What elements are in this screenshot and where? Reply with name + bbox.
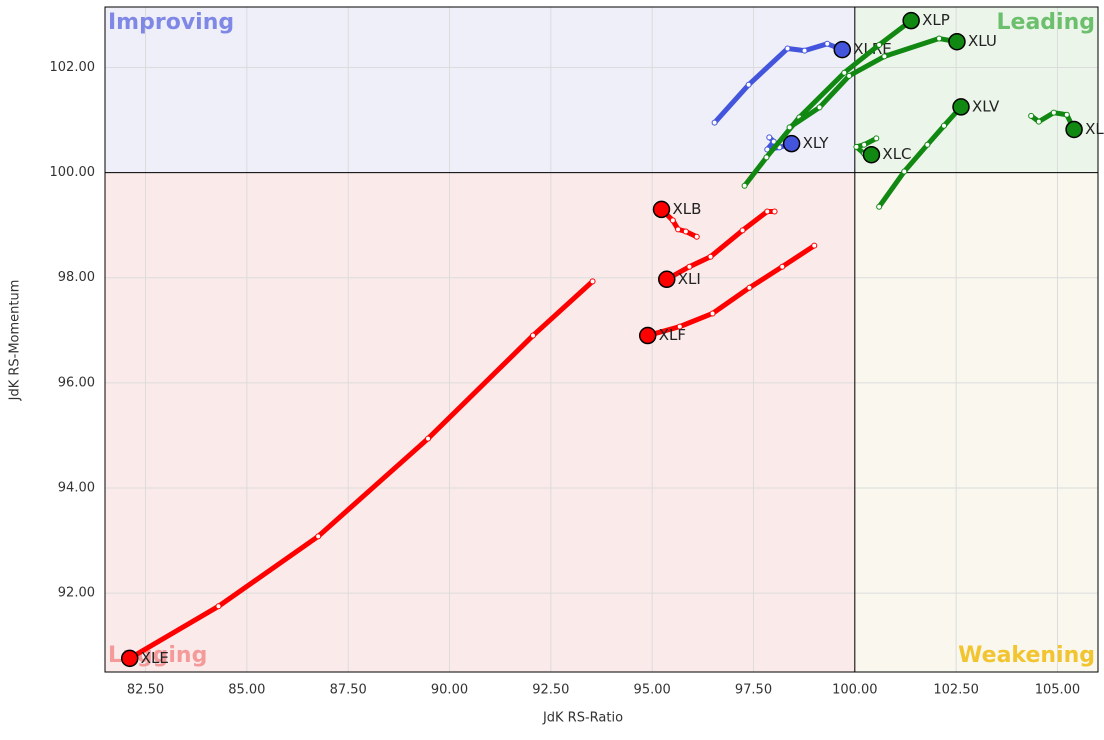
series-label: XLC [882,145,911,163]
quadrant-label: Weakening [958,643,1095,668]
trail-point [846,72,853,79]
trail-point [741,182,748,189]
trail-point [940,122,947,129]
trail-point [746,284,753,291]
trail-point [924,141,931,148]
trail-point [766,134,773,141]
y-tick-label: 92.00 [58,586,95,601]
trail-point [824,40,831,47]
trail-point [1028,112,1035,119]
trail [127,278,596,661]
trail-point [881,53,888,60]
series-label: XLP [922,11,950,29]
trail-point [771,208,778,215]
x-tick-label: 82.50 [127,683,164,698]
head-marker [658,270,676,289]
head-marker [948,32,966,51]
trail [645,243,817,339]
x-tick-label: 95.00 [634,683,671,698]
trail-point [861,141,868,148]
trail-point [763,154,770,161]
trail-point [841,69,848,76]
trail-point [764,208,771,215]
x-tick-label: 100.00 [832,683,878,698]
x-tick-label: 92.50 [532,683,569,698]
y-tick-label: 94.00 [58,481,95,496]
trail-point [669,217,676,224]
trail-point [873,135,880,142]
trail [787,36,960,130]
head-marker [902,11,920,30]
trail-point [686,263,693,270]
head-marker [638,326,657,345]
trail-point [936,35,943,42]
quadrant [854,172,1098,672]
x-tick-label: 102.50 [933,683,979,698]
series-label: XLB [672,200,701,218]
head-marker [1065,120,1083,139]
trail-point [1050,109,1057,116]
y-axis-label: JdK RS-Momentum [8,280,23,402]
head-marker [652,200,671,219]
trail-point [739,227,746,234]
quadrant [105,172,855,672]
trail-point [786,124,793,131]
trail-point [707,253,714,260]
trail-point [215,603,222,610]
x-tick-label: 85.00 [228,683,265,698]
trail [742,18,914,189]
x-axis-label: JdK RS-Ratio [542,711,623,726]
x-tick-label: 97.50 [735,683,772,698]
series-label: XLU [968,32,997,50]
trail-point [901,168,908,175]
y-tick-label: 96.00 [58,375,95,390]
head-marker [862,145,881,164]
quadrant-label: Improving [108,10,234,35]
trail-point [682,228,689,235]
trail-point [801,47,808,54]
trail-point [1063,111,1070,118]
y-tick-label: 98.00 [58,270,95,285]
head-marker [782,134,801,153]
series-label: XLY [803,134,830,152]
trail-point [745,81,752,88]
series-label: XLV [972,97,1000,115]
head-marker [120,649,139,668]
trail-point [779,263,786,270]
trail-point [811,242,818,249]
trail-point [315,533,322,540]
series-label: XLK [1085,120,1104,138]
head-marker [833,40,852,59]
quadrant-label: Leading [997,10,1095,35]
x-tick-label: 105.00 [1035,683,1081,698]
trail-point [816,104,823,111]
trail-point [876,203,883,210]
plot-frame [104,6,1099,673]
trail-point [784,45,791,52]
series-label: XLE [141,649,169,667]
trail-point [1035,118,1042,125]
series-label: XLF [659,326,686,344]
quadrant [105,7,855,173]
trail-point [711,119,718,126]
trail-point [876,41,883,48]
trail-point [589,278,596,285]
head-marker [952,98,970,116]
trail-point [425,435,432,442]
trail-point [853,143,860,150]
trail-point [675,226,682,233]
trail-point [530,332,537,339]
y-tick-label: 102.00 [50,60,96,75]
y-tick-label: 100.00 [50,165,96,180]
trail-point [693,233,700,240]
trail-point [676,323,683,330]
trail-point [709,310,716,317]
x-tick-label: 87.50 [330,683,367,698]
x-tick-label: 90.00 [431,683,468,698]
series-label: XLI [678,270,701,288]
